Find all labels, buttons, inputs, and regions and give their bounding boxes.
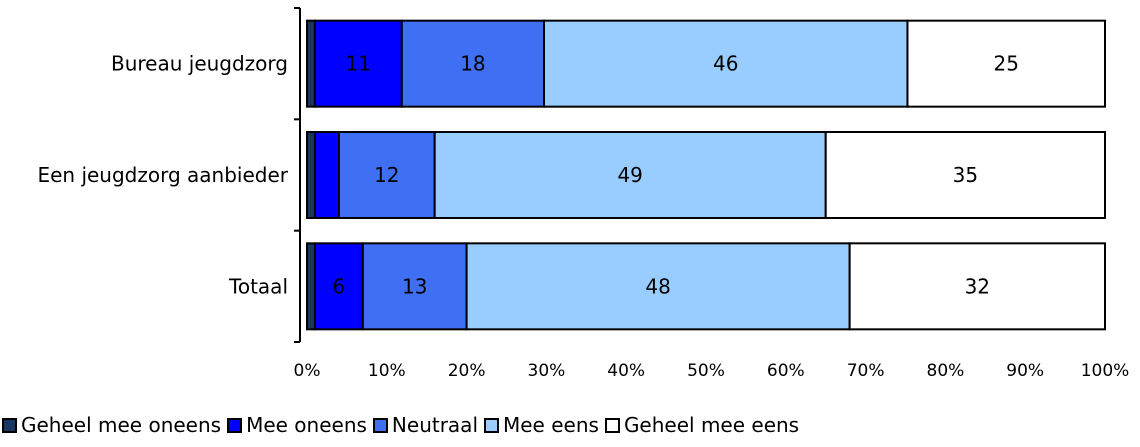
bar-segment (543, 19, 909, 108)
legend-label: Geheel mee eens (623, 413, 800, 437)
x-tick-label: 90% (1006, 361, 1044, 381)
axes: Bureau jeugdzorg Een jeugdzorg aanbieder T… (37, 7, 1130, 381)
bar-segment (400, 19, 546, 108)
legend-swatch (227, 417, 243, 433)
legend-swatch (604, 417, 620, 433)
data-label: 13 (402, 274, 427, 298)
data-label: 32 (965, 274, 990, 298)
legend-label: Mee oneens (246, 413, 367, 437)
legend-item: Mee oneens (227, 412, 367, 438)
x-tick-label: 10% (368, 361, 406, 381)
bar-segment (465, 242, 851, 331)
category-label: Totaal (228, 274, 288, 298)
data-label: 18 (460, 52, 485, 76)
bar-segment (824, 131, 1106, 219)
legend-label: Geheel mee oneens (21, 413, 222, 437)
data-label: 25 (994, 52, 1019, 76)
x-tick-label: 30% (528, 361, 566, 381)
bar-segment (337, 131, 436, 219)
bar-segment (306, 131, 316, 219)
legend-swatch (484, 417, 499, 433)
legend-item: Geheel mee oneens (2, 412, 221, 438)
x-tick-label: 20% (448, 361, 486, 381)
data-label: 12 (374, 163, 399, 187)
bar-segment (306, 242, 316, 331)
x-tick-label: 70% (847, 361, 885, 381)
bar-segment (313, 242, 364, 331)
data-label: 11 (346, 52, 371, 76)
chart-legend: Geheel mee oneens Mee oneens Neutraal Mee e… (2, 412, 805, 438)
legend-swatch (372, 417, 388, 433)
x-tick-label: 0% (294, 361, 321, 381)
x-tick-label: 80% (927, 361, 965, 381)
bar-segment (906, 19, 1106, 108)
legend-label: Neutraal (391, 413, 478, 437)
x-tick-label: 60% (767, 361, 805, 381)
bar-segment (848, 242, 1107, 331)
category-label: Een jeugdzorg aanbieder (37, 163, 288, 187)
bar-segment (433, 131, 827, 219)
data-label: 48 (645, 274, 670, 298)
bar-segment (313, 131, 340, 219)
bar-segment (306, 19, 316, 108)
legend-label: Mee eens (503, 413, 599, 437)
legend-item: Neutraal (372, 412, 478, 438)
legend-item: Geheel mee eens (604, 412, 800, 438)
legend-item: Mee eens (484, 412, 599, 438)
data-label: 49 (617, 163, 642, 187)
x-tick-label: 40% (607, 361, 645, 381)
data-label: 6 (333, 274, 346, 298)
bar-segment (361, 242, 468, 331)
bar-segment (313, 19, 403, 108)
data-label: 46 (713, 52, 738, 76)
x-tick-label: 50% (687, 361, 725, 381)
category-label: Bureau jeugdzorg (111, 52, 288, 76)
legend-swatch (2, 417, 17, 433)
plot-area: 11 18 46 25 12 49 35 6 13 48 32 (306, 19, 1107, 331)
x-tick-label: 100% (1081, 361, 1130, 381)
data-label: 35 (953, 163, 978, 187)
